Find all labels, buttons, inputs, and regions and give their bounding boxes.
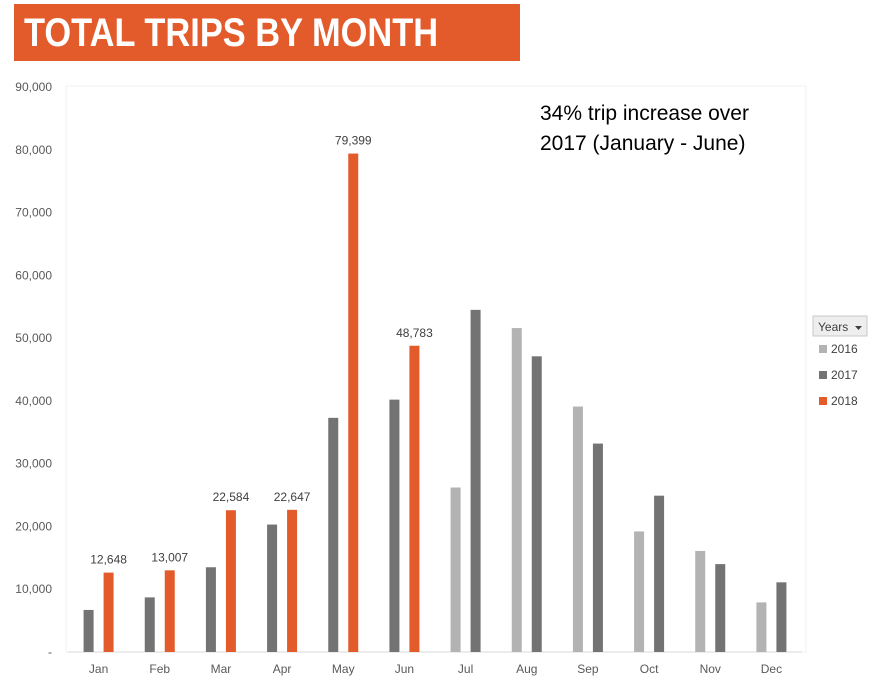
bar-2016-nov [695, 550, 706, 652]
bar-2016-aug [511, 328, 522, 652]
data-label-2018-apr: 22,647 [274, 490, 311, 504]
x-tick-label: Dec [761, 662, 782, 676]
x-tick-label: Aug [516, 662, 537, 676]
y-tick-label: - [48, 645, 52, 659]
bar-2016-jul [450, 487, 461, 652]
bar-2018-mar [225, 510, 236, 652]
bar-2017-oct [654, 495, 665, 652]
y-tick-label: 70,000 [15, 206, 52, 220]
y-tick-label: 10,000 [15, 582, 52, 596]
bar-2018-apr [287, 509, 298, 652]
y-tick-label: 90,000 [15, 80, 52, 94]
x-tick-label: Jul [458, 662, 473, 676]
x-tick-label: Feb [149, 662, 170, 676]
legend-swatch-2017 [819, 371, 827, 379]
bar-2017-jun [389, 399, 400, 652]
bar-2018-may [348, 153, 359, 652]
x-tick-label: Sep [577, 662, 599, 676]
data-label-2018-jan: 12,648 [90, 553, 127, 567]
data-label-2018-may: 79,399 [335, 134, 372, 148]
bar-2017-nov [715, 564, 726, 652]
legend-swatch-2016 [819, 345, 827, 353]
legend-swatch-2018 [819, 397, 827, 405]
legend-label-2016: 2016 [831, 342, 858, 356]
bar-2017-feb [144, 597, 155, 652]
dropdown-arrow-icon [855, 326, 862, 330]
y-tick-label: 50,000 [15, 331, 52, 345]
annotation-line-1: 34% trip increase over [540, 102, 749, 125]
bar-2017-sep [592, 443, 603, 652]
bar-2018-jan [103, 572, 114, 652]
y-axis: - 10,000 20,000 30,000 40,000 50,000 60,000 70,… [15, 80, 52, 659]
bar-2017-jan [83, 609, 94, 652]
x-tick-label: Oct [640, 662, 659, 676]
chart-title: TOTAL TRIPS BY MONTH [24, 11, 439, 55]
bar-2018-feb [164, 570, 175, 652]
plot-area [65, 85, 807, 653]
x-axis: Jan Feb Mar Apr May Jun Jul Aug Sep Oct Nov Dec [89, 662, 782, 676]
y-tick-label: 60,000 [15, 268, 52, 282]
x-tick-label: May [332, 662, 355, 676]
data-label-2018-mar: 22,584 [213, 490, 250, 504]
legend: Years 2016 2017 2018 [812, 315, 868, 408]
bar-2017-dec [776, 582, 787, 652]
title-banner: TOTAL TRIPS BY MONTH [14, 4, 520, 61]
y-tick-label: 30,000 [15, 457, 52, 471]
legend-label-2018: 2018 [831, 394, 858, 408]
x-tick-label: Jan [89, 662, 108, 676]
annotation-line-2: 2017 (January - June) [540, 132, 745, 155]
bar-2016-oct [634, 531, 645, 652]
bar-2017-may [328, 417, 339, 652]
data-label-2018-jun: 48,783 [396, 326, 433, 340]
y-tick-label: 20,000 [15, 519, 52, 533]
x-tick-label: Nov [700, 662, 721, 676]
bar-2018-jun [409, 345, 420, 652]
x-tick-label: Mar [211, 662, 232, 676]
bars [83, 153, 787, 652]
legend-filter-button[interactable] [812, 315, 868, 337]
y-tick-label: 80,000 [15, 143, 52, 157]
bar-2017-aug [531, 356, 542, 652]
x-tick-label: Apr [273, 662, 292, 676]
data-labels: 12,648 13,007 22,584 22,647 79,399 48,783 [90, 134, 433, 567]
bar-2017-jul [470, 309, 481, 652]
bar-2016-dec [756, 602, 767, 652]
legend-label-2017: 2017 [831, 368, 858, 382]
data-label-2018-feb: 13,007 [151, 550, 188, 564]
bar-2016-sep [572, 406, 583, 652]
x-tick-label: Jun [395, 662, 414, 676]
legend-title: Years [818, 320, 848, 334]
bar-2017-mar [205, 567, 216, 652]
y-tick-label: 40,000 [15, 394, 52, 408]
bar-2017-apr [267, 524, 278, 652]
